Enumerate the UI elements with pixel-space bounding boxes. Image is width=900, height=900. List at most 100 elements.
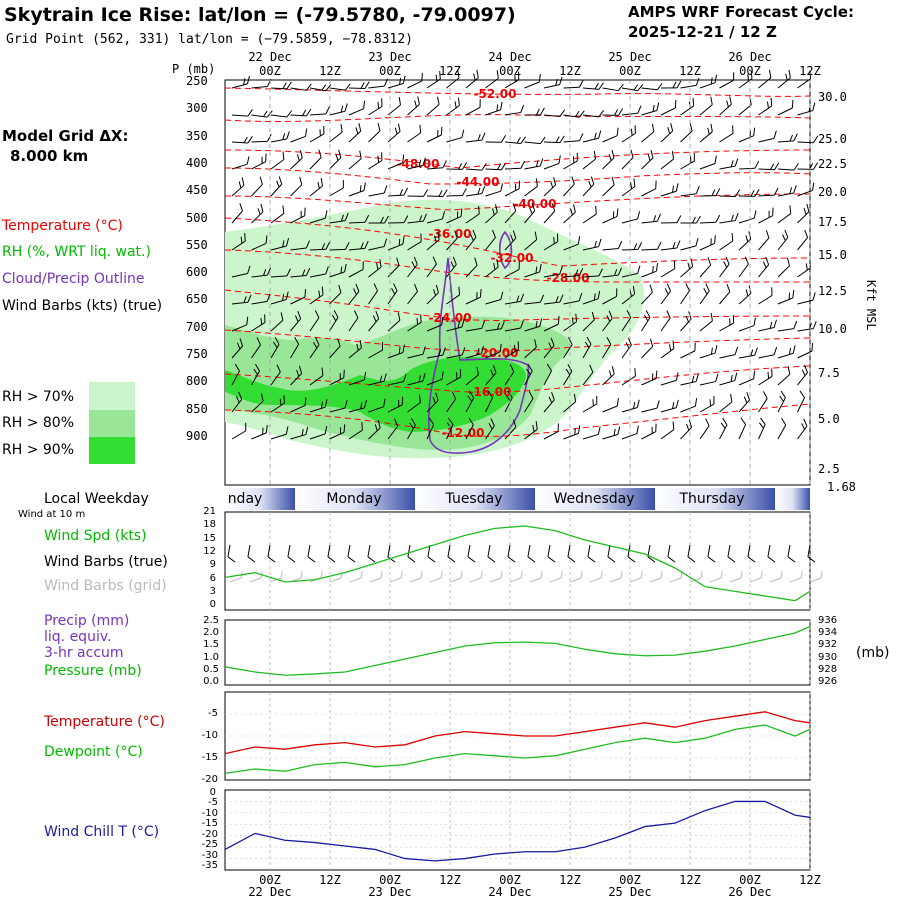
wind-barb: [251, 267, 272, 278]
wind-barb: [407, 233, 422, 251]
wind-barb: [485, 390, 493, 413]
wind-barb: [329, 179, 344, 197]
wind-barb: [387, 187, 409, 197]
wind-barb: [680, 342, 696, 359]
wind-barb: [446, 391, 457, 413]
wind-barb: [563, 176, 575, 197]
wind-10m-label: Wind at 10 m: [18, 509, 86, 520]
wind-barb: [719, 125, 734, 143]
legend-rh70-swatch: [89, 382, 135, 410]
wind-barb: [543, 423, 559, 440]
precip-ytick: 0.0: [203, 676, 219, 687]
wind-barb: [270, 81, 292, 90]
wind-barb: [563, 337, 573, 359]
legend-rh: RH (%, WRT liq. wat.): [2, 244, 151, 260]
wind-barb: [465, 390, 475, 413]
wind-barb: [251, 337, 261, 359]
wind-barb: [387, 123, 401, 143]
wind-barb: [270, 238, 290, 251]
weekday-segment: [655, 488, 775, 510]
wind-barb: [777, 257, 790, 278]
wind-barb: [797, 229, 809, 251]
wind-barb: [543, 392, 555, 413]
wind-barb: [387, 154, 405, 170]
temperature-label: Temperature (°C): [44, 714, 165, 730]
wind-barb: [426, 231, 440, 251]
pressure-tick: 600: [186, 265, 208, 280]
wind-barb: [719, 315, 735, 332]
pressure-unit: (mb): [856, 645, 890, 661]
wind-barb: [641, 338, 654, 359]
wind-barb: [660, 183, 679, 197]
legend-temperature: Temperature (°C): [2, 218, 123, 234]
wind-barb: [777, 345, 796, 359]
wind-barb: [777, 229, 789, 251]
wind-barb: [777, 163, 799, 171]
wind-barb: [719, 393, 733, 413]
pressure-tick: 350: [186, 128, 208, 143]
wind-barb: [582, 290, 601, 305]
grid-dx-label: Model Grid ΔX:: [2, 127, 129, 145]
windchill-ytick: -30: [201, 849, 218, 861]
sfc-wind-barb: [627, 544, 636, 563]
legend-cloud: Cloud/Precip Outline: [2, 271, 145, 287]
wind-barb: [407, 394, 421, 413]
temperature-contour-label: -40.00: [514, 197, 557, 211]
wind-barb: [797, 135, 819, 144]
wind-barb: [465, 417, 474, 440]
sfc-wind-barb-grid: [349, 571, 363, 583]
wind-barb: [524, 203, 536, 224]
weekday-segment: [295, 488, 415, 510]
wind-barb: [407, 96, 420, 116]
pressure-tick: 300: [186, 101, 208, 116]
wind-barb: [368, 398, 386, 413]
wind-barb: [680, 186, 700, 197]
sfc-wind-barb: [467, 544, 476, 563]
pressure-tick: 750: [186, 347, 208, 361]
pressure-tick: 800: [186, 374, 208, 389]
wind-ytick: 0: [209, 599, 216, 611]
pressure-ytick: 926: [818, 676, 838, 687]
wind-barb: [368, 342, 384, 359]
weekday-segment: [225, 488, 295, 510]
windchill-ytick: -5: [208, 797, 218, 808]
wind-barb: [602, 366, 615, 386]
sfc-wind-barb: [547, 544, 556, 563]
wind-barb: [387, 344, 405, 359]
wind-barb: [348, 399, 368, 413]
wind-barb: [777, 185, 797, 197]
wind-barb: [797, 292, 816, 305]
wind-barb: [719, 212, 739, 224]
bottom-date-label: 25 Dec: [608, 885, 652, 899]
precip-ytick: 2.5: [203, 615, 219, 626]
wind-barb: [563, 364, 573, 386]
temp-ytick: -20: [201, 774, 218, 785]
sfc-wind-barb: [487, 544, 496, 563]
wind-barb: [602, 83, 624, 92]
wind-barb: [660, 340, 675, 359]
wind-barb: [407, 373, 426, 386]
wind-barb: [426, 371, 444, 386]
wind-barb: [524, 339, 537, 359]
wind-barb: [602, 397, 619, 413]
wind-barb: [465, 229, 477, 251]
temperature-contour-label: -52.00: [474, 87, 517, 101]
wind-barb: [290, 108, 312, 117]
wind-barb: [641, 263, 659, 278]
wind-barb: [251, 176, 263, 197]
wind-barb: [504, 104, 525, 116]
wind-barb: [719, 256, 730, 278]
wind-barb: [504, 136, 526, 144]
wind-speed-line: [224, 525, 811, 602]
wind-barb: [680, 152, 695, 170]
bottom-hour-label: 12Z: [799, 873, 821, 887]
sfc-wind-barb-grid: [489, 571, 503, 583]
wind-barb: [758, 130, 777, 143]
wind-barb: [504, 293, 525, 305]
wind-barb: [699, 418, 710, 440]
wind-barb: [426, 347, 446, 359]
wind-barb: [582, 176, 595, 197]
wind-barb: [777, 289, 795, 305]
wind-barb: [368, 310, 380, 332]
top-hour-label: 00Z: [499, 64, 521, 78]
